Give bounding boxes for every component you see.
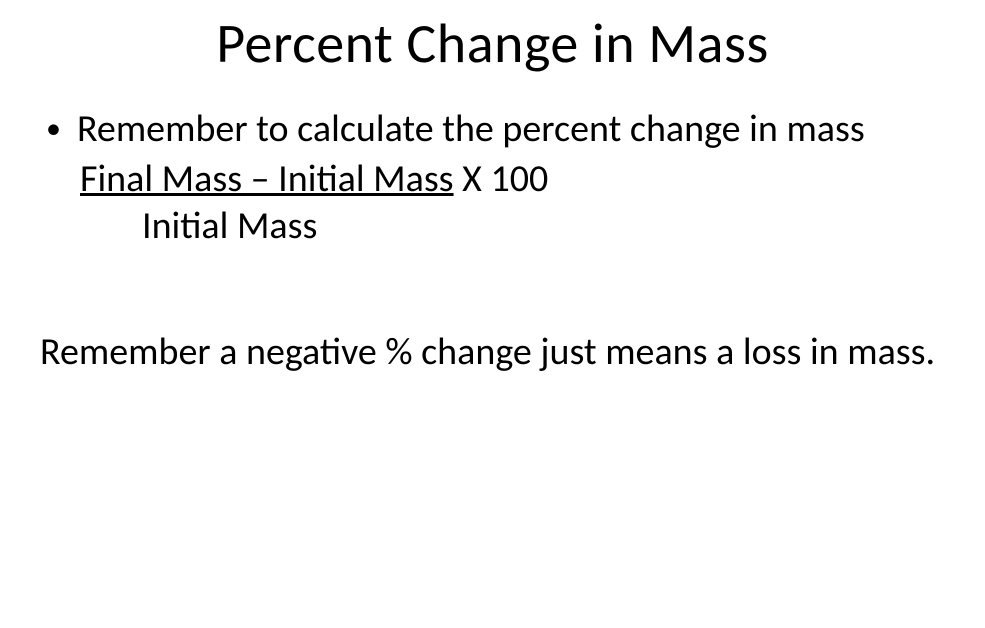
formula-denominator: Initial Mass [142, 203, 945, 249]
formula-line-1: Final Mass – Initial Mass X 100 [80, 156, 945, 202]
bullet-text: Remember to calculate the percent change… [77, 106, 945, 152]
slide-title: Percent Change in Mass [40, 10, 945, 78]
bullet-marker-icon: • [46, 106, 61, 151]
slide: Percent Change in Mass • Remember to cal… [0, 0, 985, 628]
formula-numerator: Final Mass – Initial Mass [80, 156, 454, 202]
formula: Final Mass – Initial Mass X 100 Initial … [80, 156, 945, 249]
formula-multiplier: X 100 [454, 156, 549, 202]
note-text: Remember a negative % change just means … [40, 329, 945, 375]
bullet-item: • Remember to calculate the percent chan… [46, 106, 945, 152]
slide-body: • Remember to calculate the percent chan… [40, 106, 945, 375]
